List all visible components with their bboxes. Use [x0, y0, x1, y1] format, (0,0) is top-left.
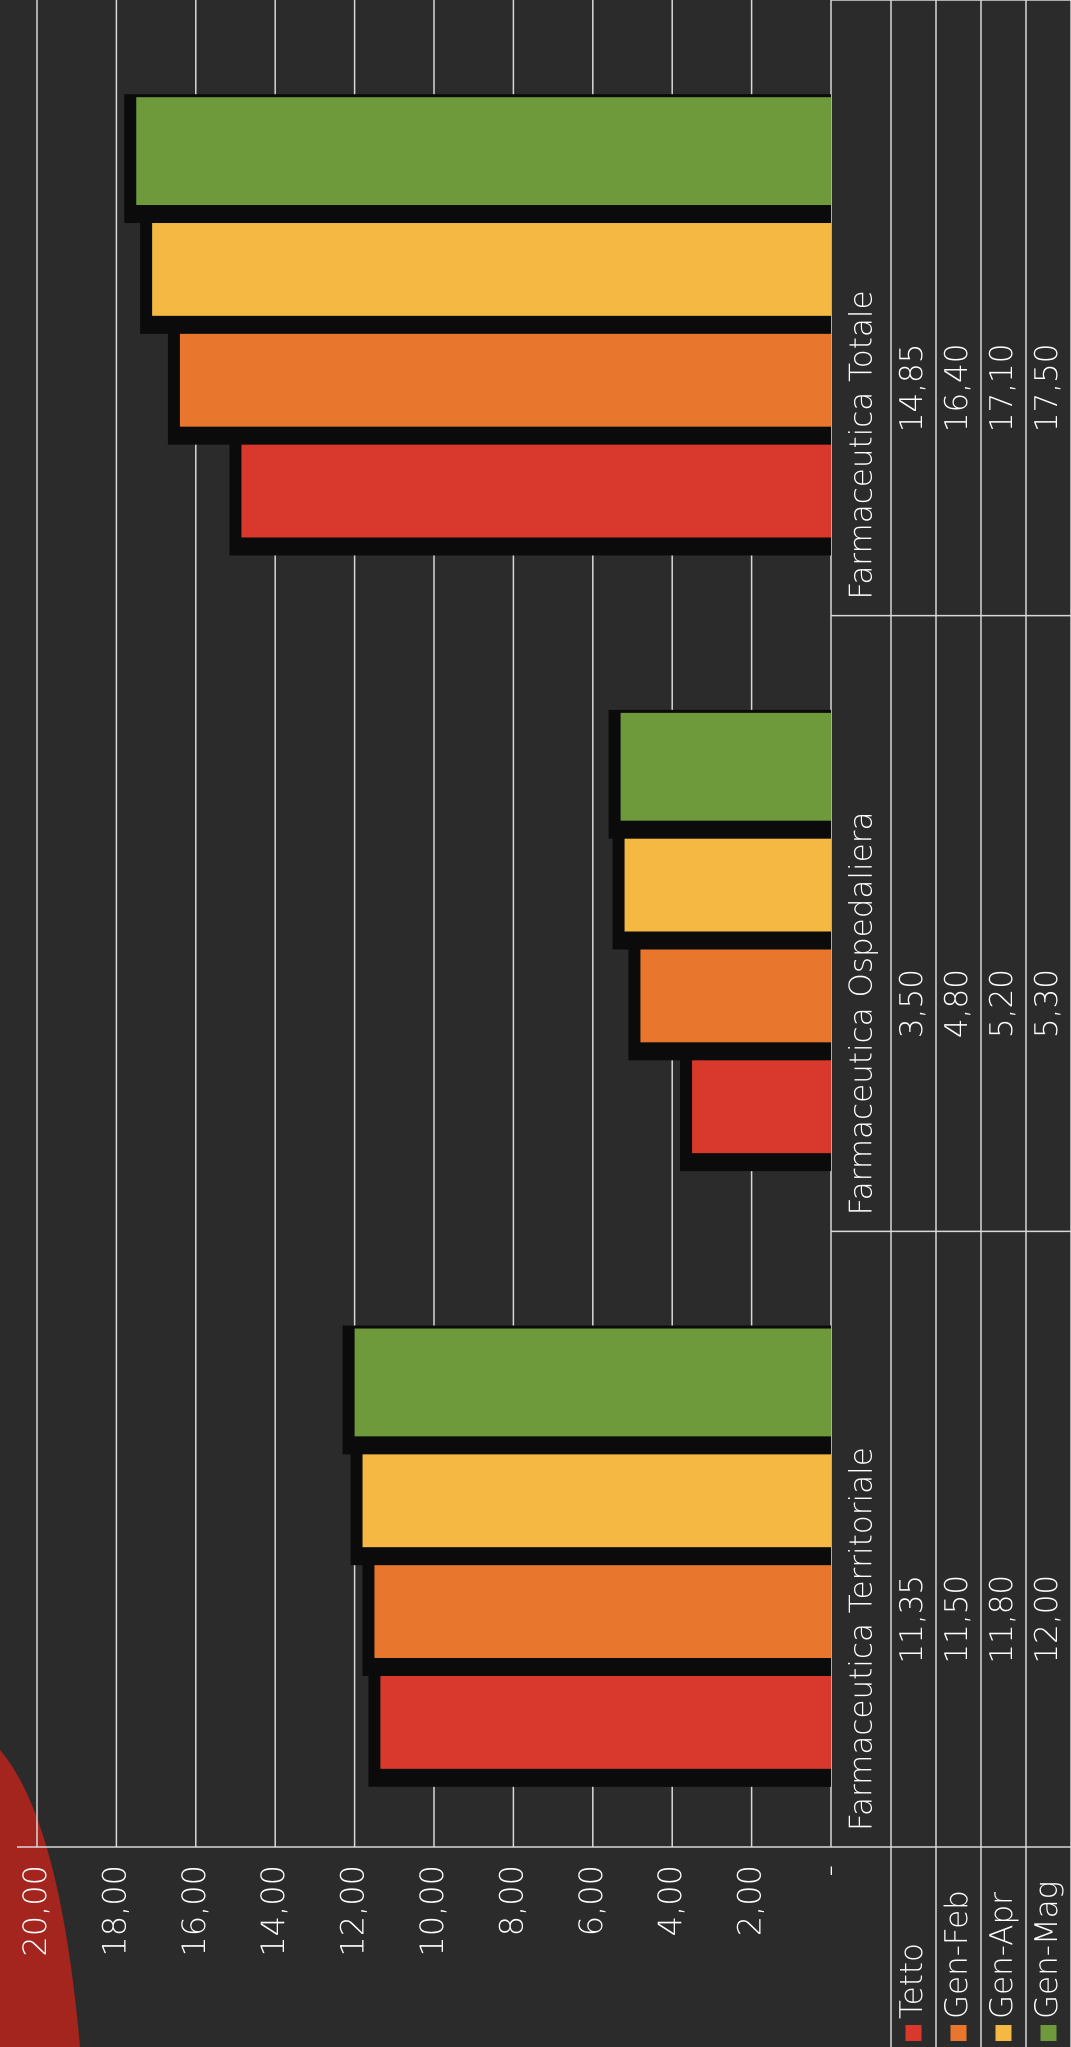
- bar: [624, 823, 831, 932]
- bar: [620, 712, 832, 821]
- y-tick-label: 6,00: [572, 1865, 610, 1936]
- bar: [179, 318, 832, 427]
- data-table-value: 11,35: [894, 1575, 930, 1664]
- legend-swatch: [1040, 2025, 1057, 2041]
- bar: [362, 1439, 831, 1548]
- y-tick-label: -: [810, 1865, 848, 1877]
- data-table-value: 11,80: [984, 1575, 1020, 1664]
- data-table-value: 16,40: [939, 343, 975, 432]
- data-table-value: 3,50: [894, 969, 930, 1038]
- y-tick-label: 16,00: [175, 1865, 213, 1957]
- data-table-value: 17,10: [984, 343, 1020, 432]
- bar: [354, 1328, 831, 1437]
- bar: [692, 1045, 831, 1154]
- data-table-value: 5,30: [1029, 969, 1065, 1038]
- data-table-value: 14,85: [894, 343, 930, 432]
- x-tick-label: Farmaceutica Territoriale: [844, 1447, 880, 1831]
- bar: [380, 1660, 831, 1769]
- y-tick-label: 4,00: [651, 1865, 689, 1936]
- legend-label: Gen-Apr: [984, 1892, 1020, 2019]
- y-tick-label: 20,00: [16, 1865, 54, 1957]
- data-table-value: 11,50: [939, 1575, 975, 1664]
- y-tick-label: 14,00: [254, 1865, 292, 1957]
- x-tick-label: Farmaceutica Totale: [844, 290, 880, 599]
- bar: [640, 934, 831, 1043]
- rotated-chart: - 2,00 4,00 6,00 8,00 10,00 12,00 14,00 16,00 18,…: [16, 0, 1071, 2047]
- y-tick-label: 18,00: [95, 1865, 133, 1957]
- data-table-value: 5,20: [984, 969, 1020, 1038]
- bar: [374, 1550, 831, 1658]
- y-tick-label: 12,00: [334, 1865, 372, 1957]
- data-table-value: 4,80: [939, 969, 975, 1038]
- y-tick-label: 2,00: [731, 1865, 769, 1936]
- bar: [152, 208, 831, 316]
- data-table-value: 12,00: [1029, 1575, 1065, 1664]
- legend-label: Tetto: [894, 1943, 930, 2019]
- y-tick-label: 10,00: [413, 1865, 451, 1957]
- data-table-value: 17,50: [1029, 343, 1065, 432]
- bar: [241, 429, 831, 538]
- legend-swatch: [905, 2025, 922, 2041]
- legend-label: Gen-Feb: [939, 1890, 975, 2019]
- legend-swatch: [950, 2025, 967, 2041]
- legend-swatch: [995, 2025, 1012, 2041]
- decoration: [0, 1750, 80, 2047]
- legend-label: Gen-Mag: [1029, 1881, 1065, 2019]
- y-tick-label: 8,00: [492, 1865, 530, 1936]
- bar: [136, 97, 831, 206]
- x-tick-label: Farmaceutica Ospedaliera: [844, 812, 880, 1216]
